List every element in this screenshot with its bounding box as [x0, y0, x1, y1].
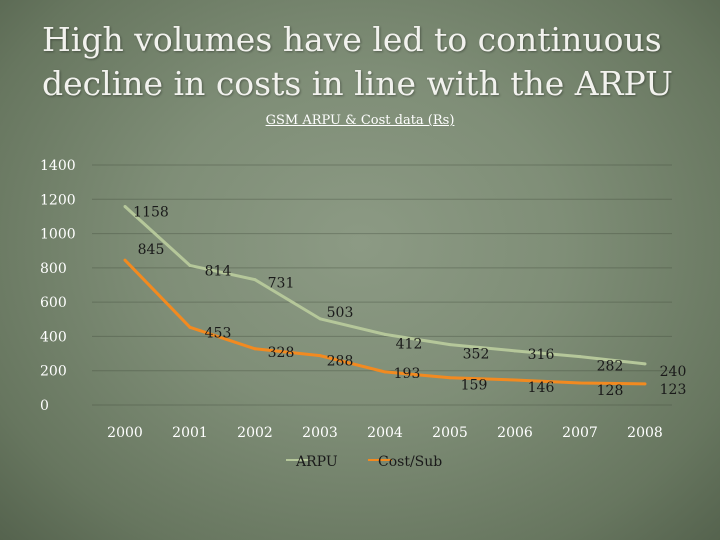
data-label: 316 — [528, 347, 555, 363]
data-label: 412 — [396, 336, 423, 352]
legend-label: Cost/Sub — [378, 454, 442, 470]
data-label: 731 — [268, 276, 295, 292]
y-tick-label: 0 — [40, 398, 49, 414]
x-tick-label: 2005 — [432, 425, 468, 441]
data-label: 352 — [463, 347, 490, 363]
data-point — [318, 354, 322, 358]
series-line-arpu — [123, 205, 646, 366]
series-line-cost — [123, 259, 646, 386]
data-label: 453 — [205, 325, 232, 341]
x-tick-label: 2002 — [237, 425, 273, 441]
y-tick-label: 1400 — [40, 158, 76, 174]
x-tick-label: 2006 — [497, 425, 533, 441]
data-point — [513, 349, 517, 353]
chart-title: GSM ARPU & Cost data (Rs) — [265, 113, 455, 128]
y-tick-label: 800 — [40, 261, 67, 277]
data-label: 159 — [461, 378, 488, 394]
data-labels: 1158 814 731 503 412 352 316 282 240 845 453 328 288… — [133, 204, 686, 399]
series-lines — [123, 204, 647, 386]
x-tick-label: 2001 — [172, 425, 208, 441]
chart-legend: ARPU Cost/Sub — [286, 454, 442, 470]
data-point — [188, 263, 192, 267]
y-axis-ticks: 0 200 400 600 800 1000 1200 1400 — [40, 158, 76, 414]
data-point — [318, 317, 322, 321]
gridlines — [92, 164, 672, 406]
data-label: 845 — [138, 242, 165, 258]
x-tick-label: 2004 — [367, 425, 403, 441]
data-point — [383, 332, 387, 336]
data-point — [383, 370, 387, 374]
data-label: 328 — [268, 345, 295, 361]
x-tick-label: 2000 — [107, 425, 143, 441]
y-tick-label: 1200 — [40, 192, 76, 208]
data-point — [123, 204, 127, 208]
y-tick-label: 400 — [40, 329, 67, 345]
x-axis-ticks: 2000 2001 2002 2003 2004 2005 2006 2007 2008 — [107, 425, 663, 441]
data-point — [253, 278, 257, 282]
data-point — [578, 381, 582, 385]
data-label: 288 — [327, 354, 354, 370]
data-label: 128 — [597, 383, 624, 399]
data-point — [643, 362, 647, 366]
x-tick-label: 2007 — [562, 425, 598, 441]
data-label: 1158 — [133, 204, 169, 220]
data-label: 193 — [394, 366, 421, 382]
data-point — [448, 343, 452, 347]
y-tick-label: 600 — [40, 295, 67, 311]
data-point — [253, 347, 257, 351]
data-point — [513, 378, 517, 382]
data-label: 814 — [205, 263, 232, 279]
data-point — [123, 258, 127, 262]
data-label: 282 — [597, 359, 624, 375]
x-tick-label: 2008 — [627, 425, 663, 441]
data-label: 240 — [660, 364, 687, 380]
y-tick-label: 1000 — [40, 227, 76, 243]
legend-label: ARPU — [295, 454, 338, 470]
data-point — [578, 355, 582, 359]
data-label: 123 — [660, 382, 687, 398]
slide-title: High volumes have led to continuous decl… — [42, 20, 673, 103]
data-point — [188, 325, 192, 329]
x-tick-label: 2003 — [302, 425, 338, 441]
data-label: 503 — [327, 305, 354, 321]
data-point — [448, 376, 452, 380]
data-label: 146 — [528, 380, 555, 396]
y-tick-label: 200 — [40, 364, 67, 380]
data-point — [643, 382, 647, 386]
